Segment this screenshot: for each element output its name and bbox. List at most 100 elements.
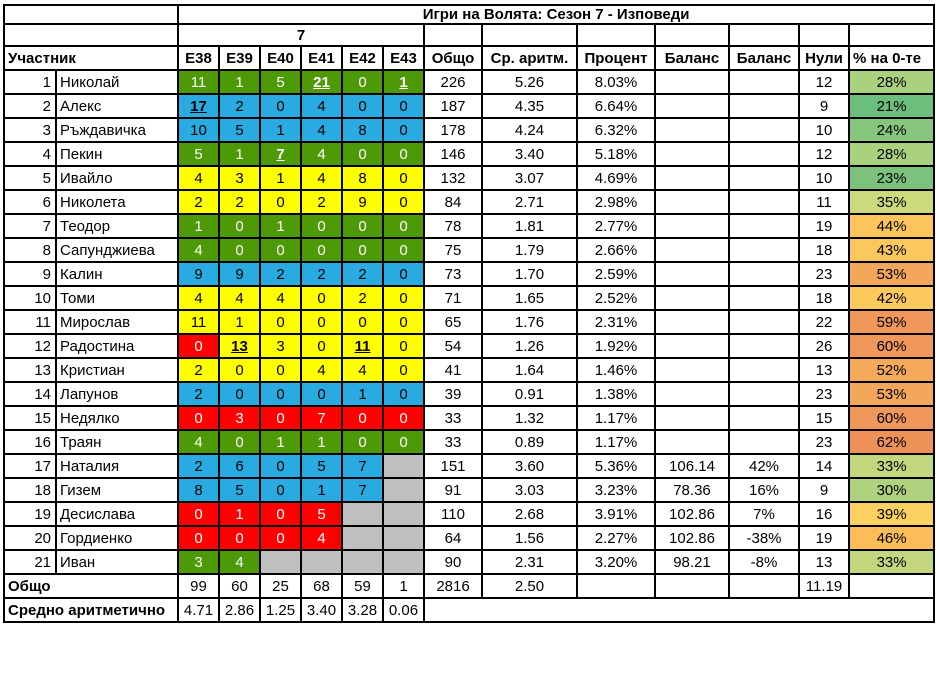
row-number-cell[interactable]: 20: [3, 525, 57, 551]
episode-score-cell[interactable]: 0: [259, 477, 302, 503]
totals-episode-cell[interactable]: 1: [382, 573, 425, 599]
balance-cell[interactable]: 102.86: [654, 525, 730, 551]
average-cell[interactable]: 2.71: [481, 189, 578, 215]
episode-score-cell[interactable]: 8: [177, 477, 220, 503]
episode-score-cell[interactable]: 0: [177, 525, 220, 551]
zeros-cell[interactable]: 14: [798, 453, 850, 479]
episode-score-cell[interactable]: 1: [218, 69, 261, 95]
episode-score-cell[interactable]: 0: [177, 333, 220, 359]
episode-score-cell[interactable]: 0: [218, 381, 261, 407]
episode-score-cell[interactable]: [382, 525, 425, 551]
episode-score-cell[interactable]: 4: [259, 285, 302, 311]
episode-score-cell[interactable]: 1: [177, 213, 220, 239]
episode-score-cell[interactable]: 0: [382, 165, 425, 191]
zeros-cell[interactable]: 9: [798, 477, 850, 503]
mean-episode-cell[interactable]: 2.86: [218, 597, 261, 623]
zeros-cell[interactable]: 9: [798, 93, 850, 119]
percent-cell[interactable]: 3.91%: [576, 501, 656, 527]
balance-cell[interactable]: [654, 261, 730, 287]
percent-cell[interactable]: 2.59%: [576, 261, 656, 287]
episode-score-cell[interactable]: 0: [177, 405, 220, 431]
zeros-cell[interactable]: 18: [798, 237, 850, 263]
participant-name-cell[interactable]: Томи: [55, 285, 179, 311]
zero-percent-cell[interactable]: 53%: [847, 261, 936, 287]
episode-score-cell[interactable]: 0: [218, 525, 261, 551]
balance-pct-cell[interactable]: [728, 237, 800, 263]
participant-name-cell[interactable]: Мирослав: [55, 309, 179, 335]
balance-cell[interactable]: [654, 381, 730, 407]
row-number-cell[interactable]: 13: [3, 357, 57, 383]
means-trailing-empty-cell[interactable]: [422, 597, 936, 623]
episode-score-cell[interactable]: 2: [177, 189, 220, 215]
episode-score-cell[interactable]: [259, 549, 302, 575]
episode-score-cell[interactable]: 0: [259, 189, 302, 215]
row-number-cell[interactable]: 10: [3, 285, 57, 311]
participant-name-cell[interactable]: Наталия: [55, 453, 179, 479]
percent-cell[interactable]: 1.38%: [576, 381, 656, 407]
balance-cell[interactable]: [654, 285, 730, 311]
zero-percent-cell[interactable]: 42%: [847, 285, 936, 311]
total-cell[interactable]: 146: [423, 141, 483, 167]
episode-score-cell[interactable]: 0: [341, 309, 384, 335]
participant-name-cell[interactable]: Десислава: [55, 501, 179, 527]
mean-episode-cell[interactable]: 3.40: [300, 597, 343, 623]
episode-score-cell[interactable]: 0: [382, 213, 425, 239]
episode-score-cell[interactable]: [382, 549, 425, 575]
row-number-cell[interactable]: 18: [3, 477, 57, 503]
zero-percent-cell[interactable]: 24%: [847, 117, 936, 143]
column-header-zero-percent[interactable]: % на 0-те: [847, 45, 936, 71]
balance-pct-cell[interactable]: 7%: [728, 501, 800, 527]
column-header-percent[interactable]: Процент: [576, 45, 656, 71]
episode-score-cell[interactable]: 0: [382, 261, 425, 287]
episode-score-cell[interactable]: 4: [300, 141, 343, 167]
totals-episode-cell[interactable]: 59: [341, 573, 384, 599]
average-cell[interactable]: 3.07: [481, 165, 578, 191]
empty-cell[interactable]: [576, 23, 656, 47]
episode-score-cell[interactable]: 0: [382, 93, 425, 119]
row-number-cell[interactable]: 2: [3, 93, 57, 119]
episode-score-cell[interactable]: 0: [341, 213, 384, 239]
balance-cell[interactable]: [654, 141, 730, 167]
episode-score-cell[interactable]: 2: [177, 453, 220, 479]
mean-episode-cell[interactable]: 1.25: [259, 597, 302, 623]
episode-score-cell[interactable]: 10: [177, 117, 220, 143]
balance-cell[interactable]: [654, 309, 730, 335]
empty-cell[interactable]: [847, 23, 936, 47]
total-cell[interactable]: 132: [423, 165, 483, 191]
balance-pct-cell[interactable]: [728, 165, 800, 191]
totals-label-cell[interactable]: Общо: [3, 573, 179, 599]
column-header-episode[interactable]: E40: [259, 45, 302, 71]
episode-score-cell[interactable]: 0: [259, 525, 302, 551]
balance-pct-cell[interactable]: 16%: [728, 477, 800, 503]
episode-score-cell[interactable]: [341, 549, 384, 575]
participant-name-cell[interactable]: Сапунджиева: [55, 237, 179, 263]
balance-cell[interactable]: [654, 69, 730, 95]
percent-cell[interactable]: 4.69%: [576, 165, 656, 191]
episode-score-cell[interactable]: 4: [300, 93, 343, 119]
episode-score-cell[interactable]: 4: [177, 237, 220, 263]
episode-score-cell[interactable]: 0: [382, 429, 425, 455]
totals-zero-percent-cell[interactable]: [847, 573, 936, 599]
row-number-cell[interactable]: 1: [3, 69, 57, 95]
total-cell[interactable]: 71: [423, 285, 483, 311]
episode-score-cell[interactable]: 0: [382, 333, 425, 359]
episode-score-cell[interactable]: 4: [300, 117, 343, 143]
balance-pct-cell[interactable]: [728, 189, 800, 215]
percent-cell[interactable]: 2.27%: [576, 525, 656, 551]
episode-score-cell[interactable]: 0: [382, 381, 425, 407]
percent-cell[interactable]: 6.32%: [576, 117, 656, 143]
percent-cell[interactable]: 2.52%: [576, 285, 656, 311]
zero-percent-cell[interactable]: 60%: [847, 333, 936, 359]
balance-cell[interactable]: [654, 405, 730, 431]
episode-score-cell[interactable]: 5: [177, 141, 220, 167]
episode-score-cell[interactable]: 8: [341, 165, 384, 191]
balance-pct-cell[interactable]: [728, 357, 800, 383]
total-cell[interactable]: 187: [423, 93, 483, 119]
total-cell[interactable]: 75: [423, 237, 483, 263]
percent-cell[interactable]: 5.18%: [576, 141, 656, 167]
episode-score-cell[interactable]: 1: [341, 381, 384, 407]
total-cell[interactable]: 33: [423, 429, 483, 455]
participant-name-cell[interactable]: Алекс: [55, 93, 179, 119]
total-cell[interactable]: 90: [423, 549, 483, 575]
episode-score-cell[interactable]: 1: [300, 477, 343, 503]
